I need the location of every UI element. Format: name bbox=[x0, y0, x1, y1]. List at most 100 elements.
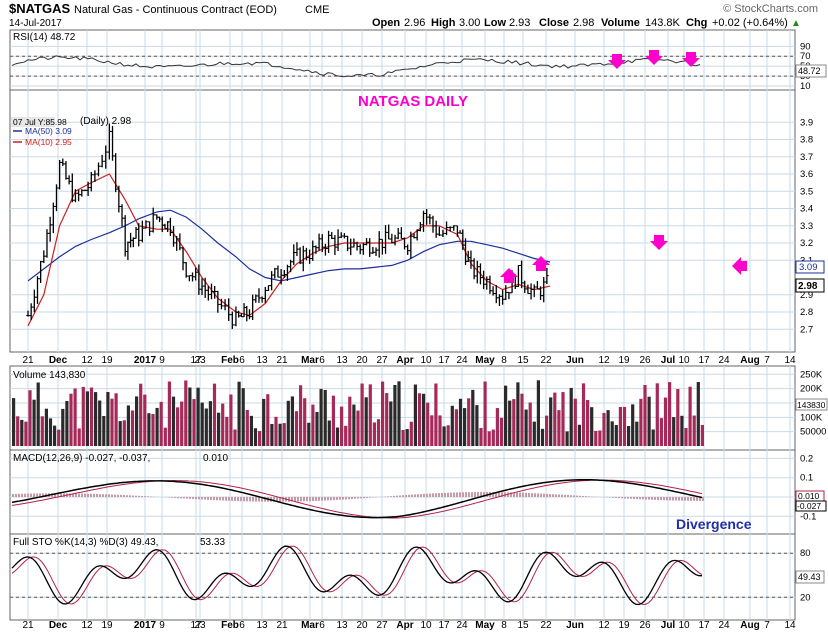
macd-histogram-bar bbox=[480, 492, 482, 497]
x-tick-label: Jun bbox=[566, 355, 584, 366]
macd-histogram-bar bbox=[129, 495, 131, 497]
close-tag-text: 2.98 bbox=[798, 281, 818, 292]
x-tick-label: Feb bbox=[221, 355, 239, 366]
macd-histogram-bar bbox=[663, 497, 665, 501]
volume-bar bbox=[20, 419, 24, 446]
x-tick-label: 14 bbox=[784, 620, 796, 631]
macd-histogram-bar bbox=[546, 493, 548, 497]
volume-label: Volume bbox=[601, 17, 640, 29]
volume-bar bbox=[602, 412, 606, 446]
volume-bar bbox=[450, 405, 454, 446]
volume-bar bbox=[57, 429, 61, 446]
macd-histogram-bar bbox=[288, 497, 290, 502]
macd-histogram-bar bbox=[462, 492, 464, 497]
rsi-down-arrow-icon bbox=[608, 54, 626, 69]
macd-histogram-bar bbox=[612, 497, 614, 498]
x-tick-label: Jun bbox=[566, 620, 584, 631]
macd-histogram-bar bbox=[60, 493, 62, 497]
macd-histogram-bar bbox=[360, 497, 362, 499]
macd-histogram-bar bbox=[372, 497, 374, 498]
close-label: Close bbox=[539, 17, 569, 29]
volume-bar bbox=[278, 423, 282, 446]
macd-histogram-bar bbox=[648, 497, 650, 500]
macd-histogram-bar bbox=[249, 497, 251, 502]
macd-histogram-bar bbox=[306, 497, 308, 502]
legend-ma50: MA(50) 3.09 bbox=[25, 126, 72, 136]
volume-bar bbox=[614, 424, 618, 446]
macd-histogram-bar bbox=[363, 497, 365, 499]
macd-histogram-bar bbox=[582, 495, 584, 497]
x-tick-label: 15 bbox=[517, 620, 529, 631]
volume-bar bbox=[479, 428, 483, 446]
volume-bar bbox=[225, 416, 229, 446]
volume-bar bbox=[36, 382, 40, 446]
volume-bar bbox=[598, 430, 602, 446]
volume-bar bbox=[303, 398, 307, 446]
volume-bar bbox=[422, 393, 426, 446]
x-tick-label: 24 bbox=[456, 620, 468, 631]
volume-bar bbox=[212, 383, 217, 446]
volume-bar bbox=[454, 409, 458, 446]
sto-tick-label: 80 bbox=[800, 548, 811, 559]
macd-histogram-bar bbox=[168, 497, 170, 498]
volume-bar bbox=[446, 425, 450, 446]
macd-histogram-bar bbox=[492, 492, 494, 497]
macd-histogram-bar bbox=[189, 497, 191, 499]
macd-histogram-bar bbox=[483, 492, 485, 497]
x-tick-label: 22 bbox=[540, 620, 552, 631]
macd-histogram-bar bbox=[69, 493, 71, 497]
macd-histogram-bar bbox=[687, 497, 689, 501]
x-tick-label: May bbox=[475, 620, 495, 631]
volume-bar bbox=[471, 389, 475, 446]
macd-histogram-bar bbox=[447, 492, 449, 497]
volume-bar bbox=[573, 398, 577, 446]
macd-histogram-bar bbox=[441, 492, 443, 497]
macd-histogram-bar bbox=[30, 493, 32, 497]
macd-histogram-bar bbox=[198, 497, 200, 500]
macd-histogram-bar bbox=[225, 497, 227, 501]
volume-bar bbox=[376, 419, 381, 446]
macd-histogram-bar bbox=[309, 497, 311, 502]
macd-histogram-bar bbox=[237, 497, 239, 502]
macd-histogram-bar bbox=[144, 496, 146, 497]
macd-histogram-bar bbox=[108, 494, 110, 497]
macd-histogram-bar bbox=[291, 497, 293, 502]
volume-bar bbox=[540, 428, 545, 446]
x-tick-label: 10 bbox=[420, 620, 432, 631]
macd-histogram-bar bbox=[171, 497, 173, 498]
macd-histogram-bar bbox=[219, 497, 221, 501]
macd-histogram-bar bbox=[468, 492, 470, 497]
open-label: Open bbox=[372, 17, 400, 29]
macd-histogram-bar bbox=[12, 493, 14, 497]
sto-label: Full STO %K(14,3) %D(3) 49.43, bbox=[13, 537, 158, 548]
x-tick-label: 19 bbox=[618, 355, 630, 366]
rsi-current-tag bbox=[795, 64, 827, 78]
volume-bar bbox=[487, 431, 491, 446]
macd-histogram-bar bbox=[456, 492, 458, 497]
x-tick-label: 13 bbox=[336, 355, 348, 366]
ma50-tag bbox=[795, 260, 825, 274]
macd-histogram-bar bbox=[426, 493, 428, 497]
macd-histogram-bar bbox=[501, 492, 503, 497]
volume-bar bbox=[188, 387, 192, 446]
x-tick-label: 24 bbox=[718, 620, 730, 631]
macd-histogram-bar bbox=[624, 497, 626, 499]
macd-histogram-bar bbox=[327, 497, 329, 501]
macd-histogram-bar bbox=[519, 492, 521, 497]
volume-bar bbox=[130, 410, 135, 446]
close-value: 2.98 bbox=[573, 17, 594, 29]
volume-bar bbox=[184, 380, 188, 446]
volume-bar bbox=[577, 424, 581, 446]
volume-bar bbox=[335, 427, 340, 446]
price-tick-label: 3.3 bbox=[800, 221, 813, 232]
x-tick-label: 26 bbox=[639, 620, 651, 631]
macd-histogram-bar bbox=[39, 493, 41, 497]
volume-bar bbox=[520, 393, 524, 446]
price-tick-label: 3.5 bbox=[800, 186, 813, 197]
volume-bar bbox=[135, 396, 139, 446]
volume-bar bbox=[331, 395, 335, 446]
volume-tick-label: 100K bbox=[800, 412, 823, 423]
x-tick-label: 8 bbox=[501, 620, 507, 631]
legend-daily: (Daily) 2.98 bbox=[80, 116, 132, 127]
macd-histogram-bar bbox=[465, 492, 467, 497]
